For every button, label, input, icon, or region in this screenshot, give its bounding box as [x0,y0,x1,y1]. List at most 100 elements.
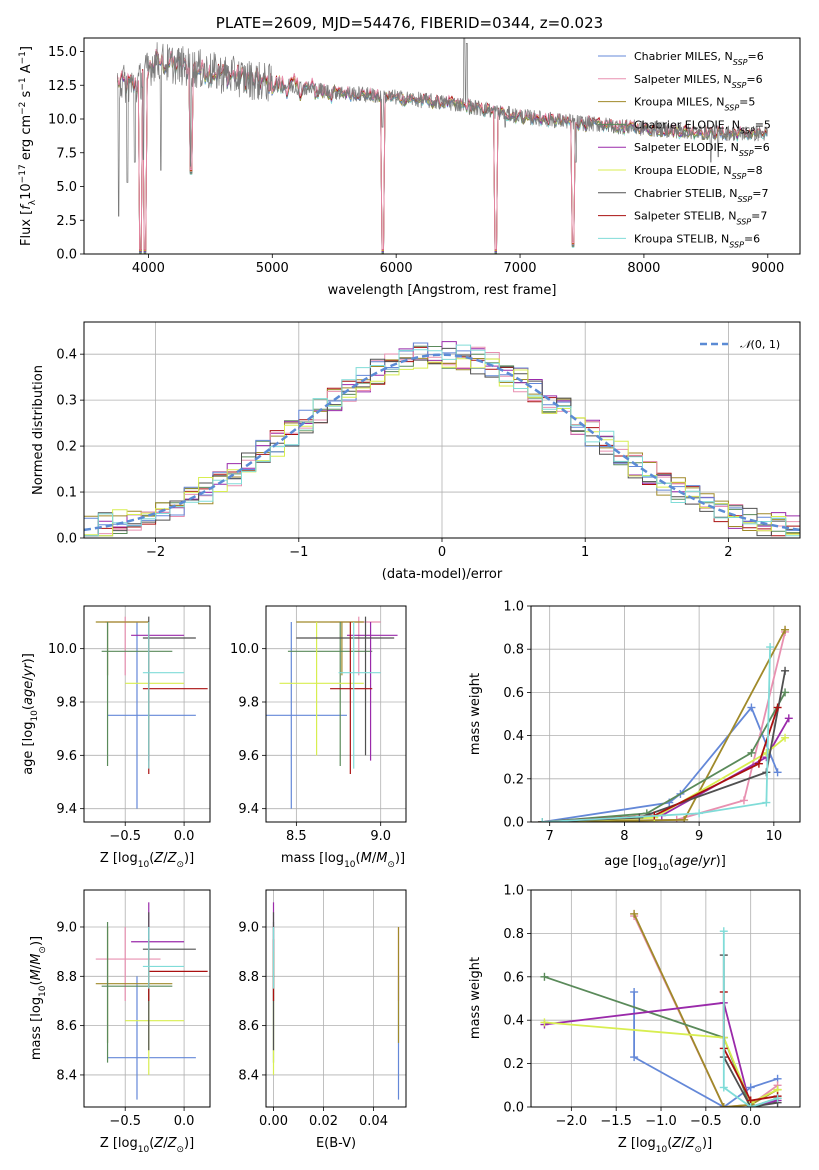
errorbar-point-8 [142,622,185,769]
axes-frame [265,605,407,823]
x-tick-label: 0.0 [740,1114,761,1129]
y-tick-label: 1.0 [503,600,524,615]
data-spectrum [117,38,768,217]
x-tick-label: −1.0 [645,1114,677,1129]
legend: Chabrier MILES, NSSP=6 Salpeter MILES, NS… [598,50,771,249]
legend-label-1: Salpeter MILES, NSSP=6 [634,73,763,90]
y-tick-label: 12.5 [48,79,77,94]
weight-marker-6 [781,666,790,675]
panel-age-vs-Z: −0.5 0.0 9.4 9.6 9.8 10.0 Z [log10(Z/Z⊙)] age [… [21,605,211,870]
errorbar-point-0 [266,622,347,809]
y-axis-label: Normed distribution [31,365,46,495]
weight-marker-8 [773,1094,782,1103]
weight-line-0 [633,992,778,1107]
y-tick-label: 10.0 [230,642,259,657]
x-tick-label: −0.5 [109,829,141,844]
y-axis-label: age [log10(age/yr)] [21,653,40,775]
legend-label-6: Chabrier STELIB, NSSP=7 [634,187,768,204]
weight-marker-5 [781,733,790,742]
gaussian-curve [84,353,800,532]
weight-marker-0 [746,1083,755,1092]
x-tick-label: 0.00 [259,1114,288,1129]
plot-area [95,902,208,1100]
x-tick-label: −2 [146,545,165,560]
weight-marker-1 [739,796,748,805]
errorbar-point-0 [107,976,196,1100]
weight-line-1 [542,631,786,822]
y-tick-label: 0.0 [503,1101,524,1116]
x-tick-label: 0.0 [174,829,195,844]
weight-marker-2 [719,1103,728,1107]
axes-frame [265,889,407,1108]
axes-frame [530,605,801,823]
axes-frame [83,37,801,255]
plot-area [272,902,400,1100]
x-tick-label: 0.0 [174,1114,195,1129]
panel-mass-vs-Z: −0.5 0.0 8.4 8.6 8.8 9.0 Z [log10(Z/Z⊙)] mass [… [29,889,211,1155]
y-tick-label: 0.3 [56,394,77,409]
x-tick-label: 7000 [503,261,536,276]
y-tick-label: 9.4 [56,802,77,817]
weight-marker-2 [630,909,639,918]
panel-massweight-vs-age: 7 8 9 10 0.0 0.2 0.4 0.6 0.8 1.0 age [log10(age/yr… [468,600,801,873]
y-tick-label: 8.6 [238,1019,259,1034]
weight-marker-2 [680,815,689,822]
x-tick-label: 2 [724,545,732,560]
legend-label-7: Salpeter STELIB, NSSP=7 [634,210,767,227]
x-axis-label: Z [log10(Z/Z⊙)] [618,1136,712,1155]
axes-overlay: −0.5 0.0 8.4 8.6 8.8 9.0 Z [log10(Z/Z⊙)] mass [… [29,889,211,1155]
y-tick-label: 10.0 [48,642,77,657]
panel-age-vs-mass: 8.5 9.0 9.4 9.6 9.8 10.0 mass [log10(M/M⊙)] [230,605,407,870]
y-tick-label: 0.8 [503,927,524,942]
axes-frame [530,889,801,1108]
errorbar-point-0 [107,622,196,809]
x-tick-label: −2.0 [556,1114,588,1129]
y-tick-label: 0.1 [56,486,77,501]
weight-marker-3 [747,748,756,757]
errorbar-point-7 [330,622,373,774]
weight-marker-8 [746,1103,755,1107]
histogram-5 [84,358,800,537]
y-tick-label: 0.6 [503,686,524,701]
weight-marker-0 [630,987,639,996]
x-tick-label: −1.5 [600,1114,632,1129]
y-tick-label: 0.2 [503,1057,524,1072]
weight-line-2 [542,629,786,822]
errorbar-point-3 [101,922,173,1063]
plot-area [266,616,398,809]
y-tick-label: 8.6 [56,1019,77,1034]
panel-mass-vs-ebv: 0.00 0.02 0.04 8.4 8.6 8.8 9.0 E(B-V) [238,889,407,1151]
errorbar-point-1 [105,616,149,676]
panel-massweight-vs-Z: −2.0 −1.5 −1.0 −0.5 0.0 0.0 0.2 0.4 0.6 0.8 1.0 Z [… [468,884,801,1155]
weight-marker-2 [781,625,790,634]
histogram-8 [84,344,800,537]
y-tick-label: 0.0 [56,248,77,263]
weight-marker-8 [538,818,547,822]
weight-marker-0 [747,703,756,712]
x-tick-label: 0.04 [359,1114,388,1129]
errorbar-point-4 [346,622,398,761]
y-tick-label: 9.4 [238,802,259,817]
plot-area [116,38,768,254]
axes-frame [83,889,211,1108]
weight-marker-8 [719,1083,728,1092]
x-tick-label: 5000 [256,261,289,276]
errorbar-point-3 [101,622,173,766]
plot-area [95,616,208,809]
axes-frame [83,605,211,823]
x-tick-label: −0.5 [690,1114,722,1129]
x-axis-label: E(B-V) [316,1136,356,1151]
y-tick-label: 0.4 [56,348,77,363]
y-tick-label: 9.8 [56,696,77,711]
y-tick-label: 0.2 [56,440,77,455]
errorbar-point-6 [296,616,395,756]
errorbar-point-5 [125,951,185,1075]
y-tick-label: 0.8 [503,643,524,658]
x-axis-label: (data-model)/error [382,567,503,582]
plot-area [84,341,800,537]
y-tick-label: 2.5 [56,214,77,229]
axes-overlay: 8.5 9.0 9.4 9.6 9.8 10.0 mass [log10(M/M⊙)] [230,605,407,870]
errorbar-point-1 [330,616,381,676]
panel-spectrum: 4000 5000 6000 7000 8000 9000 0.0 2.5 5.0 7.5 10.0… [18,37,801,298]
